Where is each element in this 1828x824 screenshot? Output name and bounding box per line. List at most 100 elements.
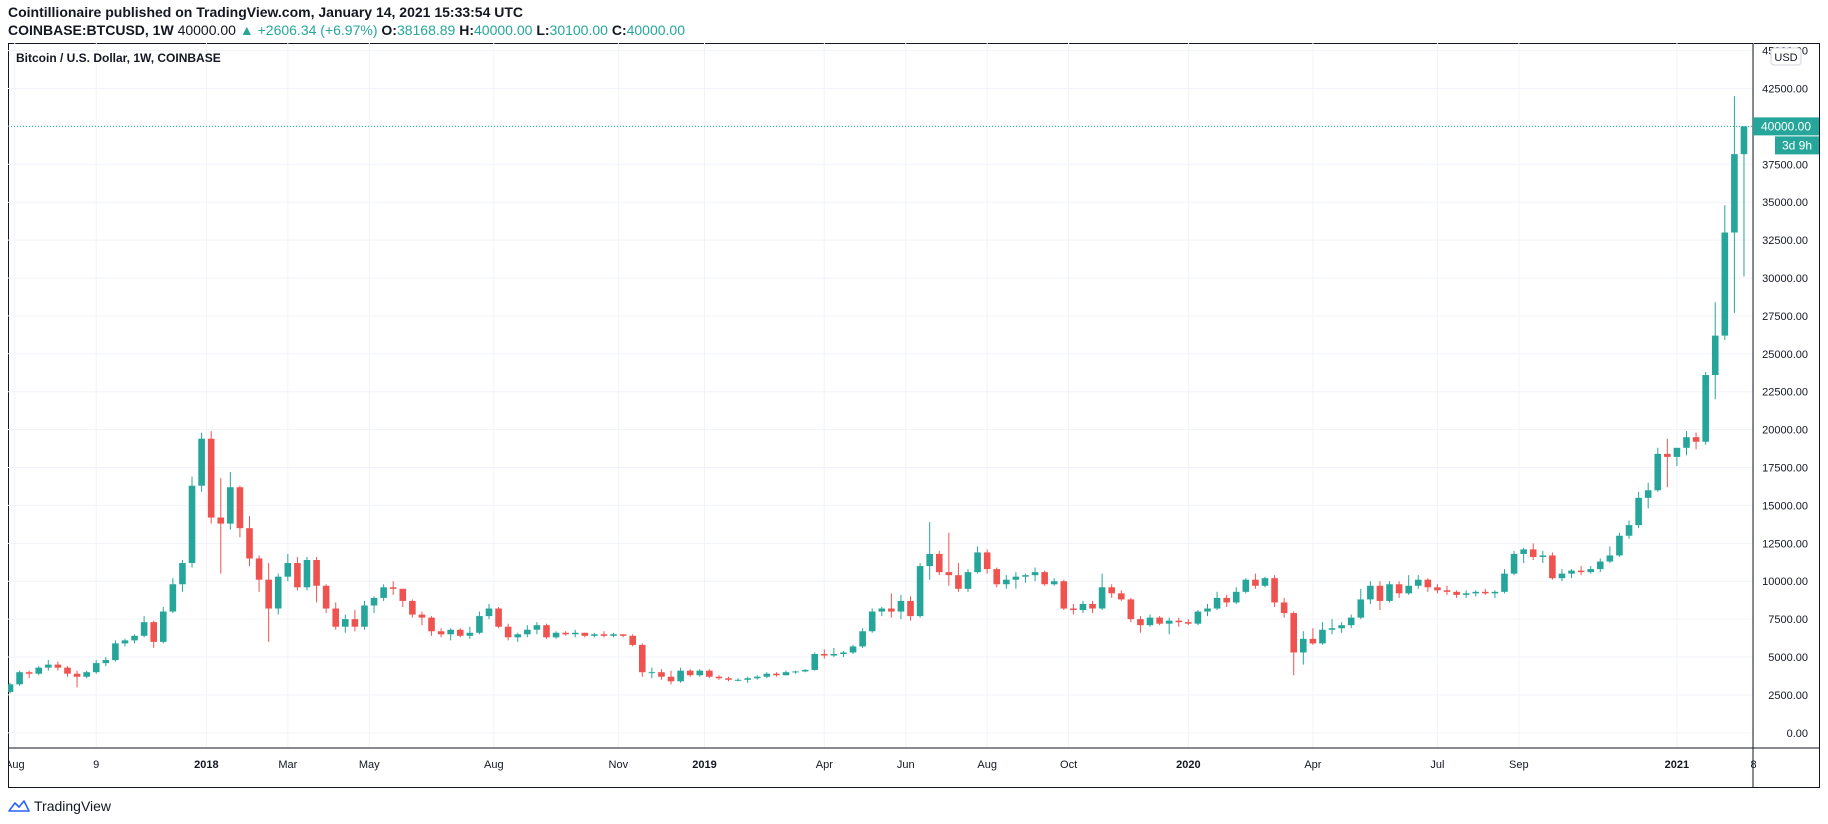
candle bbox=[1405, 575, 1412, 595]
candle bbox=[150, 620, 157, 648]
candle bbox=[1539, 550, 1547, 564]
candle bbox=[1242, 578, 1250, 594]
candle bbox=[1165, 617, 1173, 635]
candle bbox=[428, 616, 435, 636]
candle bbox=[370, 596, 378, 614]
candle bbox=[294, 556, 301, 591]
candle-body bbox=[859, 631, 866, 647]
candle-body bbox=[1328, 628, 1336, 630]
candle-body bbox=[552, 632, 560, 638]
candle bbox=[744, 676, 751, 683]
candle-body bbox=[1309, 638, 1317, 644]
last-price-label: 40000.00 bbox=[1761, 119, 1811, 133]
candle-body bbox=[274, 576, 282, 609]
chart-title: Bitcoin / U.S. Dollar, 1W, COINBASE bbox=[16, 51, 221, 65]
candle-body bbox=[696, 670, 704, 676]
candle-body bbox=[1462, 593, 1470, 595]
candle bbox=[524, 625, 531, 638]
candle bbox=[207, 431, 215, 524]
price-tick-label: 0.00 bbox=[1787, 728, 1808, 740]
candle-body bbox=[1577, 570, 1585, 573]
candle bbox=[1740, 126, 1748, 277]
candle-body bbox=[514, 634, 522, 638]
candle-body bbox=[1137, 619, 1144, 626]
candle bbox=[1472, 590, 1480, 597]
candle bbox=[217, 478, 225, 574]
candle-body bbox=[1223, 597, 1230, 603]
candle bbox=[389, 581, 397, 595]
candle-body bbox=[945, 572, 953, 576]
candle bbox=[1434, 584, 1441, 594]
candle bbox=[801, 669, 809, 673]
candle bbox=[763, 672, 771, 679]
candle-body bbox=[131, 635, 138, 641]
open-value: 38168.89 bbox=[396, 22, 456, 38]
candle bbox=[935, 550, 943, 576]
candle-body bbox=[1300, 638, 1307, 653]
candle-body bbox=[447, 629, 454, 635]
candle-body bbox=[255, 558, 263, 580]
candle-body bbox=[926, 553, 933, 567]
tradingview-brand[interactable]: TradingView bbox=[34, 798, 112, 814]
candle bbox=[753, 675, 761, 680]
candle-body bbox=[1606, 555, 1614, 562]
currency-label: USD bbox=[1774, 52, 1797, 64]
candle bbox=[8, 682, 14, 694]
candle-body bbox=[1156, 617, 1163, 624]
candle-body bbox=[533, 625, 541, 630]
candle bbox=[1300, 631, 1307, 665]
price-tick-label: 5000.00 bbox=[1768, 652, 1808, 664]
candle bbox=[897, 594, 905, 620]
candle-body bbox=[658, 672, 665, 677]
price-tick-label: 42500.00 bbox=[1762, 83, 1808, 95]
time-tick-label: Sep bbox=[1509, 759, 1529, 771]
currency-badge[interactable]: USD bbox=[1770, 47, 1802, 66]
candle bbox=[1194, 610, 1202, 626]
candle-body bbox=[840, 652, 847, 654]
candle-body bbox=[1367, 585, 1374, 600]
candle bbox=[619, 634, 627, 638]
candle bbox=[916, 563, 924, 618]
candle-body bbox=[629, 635, 636, 645]
price-chart[interactable]: 0.00 2500.00 5000.00 7500.00 10000.00 12500.0… bbox=[8, 43, 1820, 788]
candle bbox=[1443, 585, 1451, 595]
candle-body bbox=[83, 672, 90, 677]
last-value: 40000.00 bbox=[177, 22, 236, 38]
symbol-interval: COINBASE:BTCUSD, 1W bbox=[8, 22, 174, 38]
candle-body bbox=[1098, 587, 1106, 609]
tradingview-logo-icon bbox=[8, 800, 30, 812]
candle bbox=[1635, 491, 1642, 529]
candle bbox=[591, 632, 598, 638]
candle-body bbox=[1204, 608, 1211, 612]
candle-body bbox=[1472, 591, 1480, 594]
candle bbox=[581, 632, 589, 638]
candle bbox=[1644, 482, 1652, 509]
low-value: 30100.00 bbox=[549, 22, 608, 38]
candle-body bbox=[1108, 587, 1115, 594]
candle-body bbox=[983, 552, 991, 570]
candle-body bbox=[1635, 497, 1642, 526]
candle-body bbox=[1625, 525, 1633, 536]
candle bbox=[1232, 587, 1240, 604]
time-axis[interactable]: Aug 9 2018 Mar May Aug Nov 2019 Apr Jun Aug Oct 2020… bbox=[8, 759, 1757, 771]
time-tick-label: May bbox=[359, 759, 380, 771]
candle bbox=[418, 611, 426, 626]
candle-body bbox=[1616, 535, 1623, 556]
candle-body bbox=[1232, 591, 1240, 603]
candle-body bbox=[217, 517, 225, 524]
candle-body bbox=[782, 672, 790, 676]
candle bbox=[476, 611, 483, 635]
candle bbox=[964, 569, 972, 592]
candle-body bbox=[562, 632, 569, 635]
candle bbox=[1347, 614, 1355, 629]
candle bbox=[1338, 622, 1345, 633]
ohlc-legend: COINBASE:BTCUSD, 1W 40000.00 ▲ +2606.34 … bbox=[8, 22, 685, 38]
candle bbox=[342, 614, 349, 633]
price-tick-label: 35000.00 bbox=[1762, 197, 1808, 209]
candle bbox=[485, 603, 493, 620]
candle bbox=[83, 670, 90, 679]
candle-body bbox=[1587, 569, 1594, 573]
candle bbox=[945, 532, 953, 586]
price-tick-label: 27500.00 bbox=[1762, 311, 1808, 323]
candle bbox=[1510, 550, 1518, 576]
